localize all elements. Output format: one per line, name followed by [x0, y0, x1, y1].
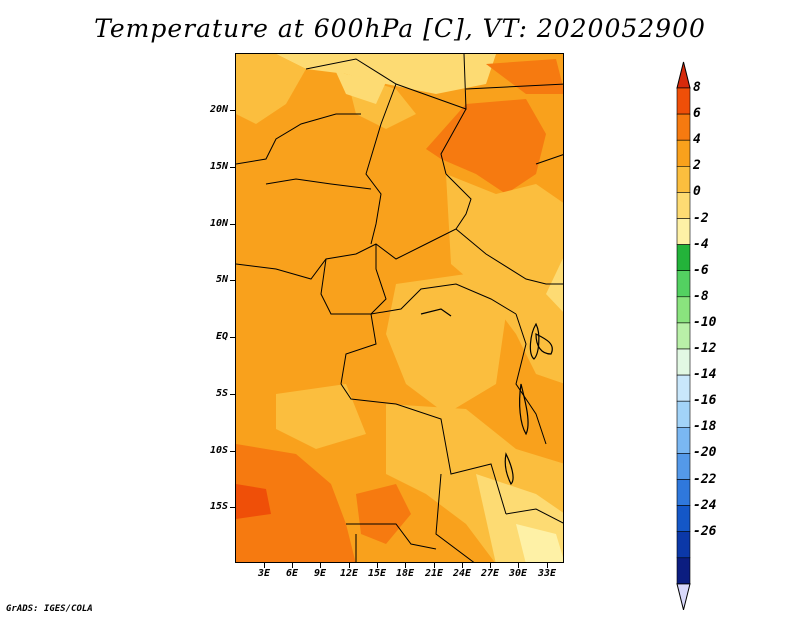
- lat-label-15s: 15S: [209, 501, 228, 512]
- colorbar-label: -10: [693, 314, 717, 330]
- colorbar-swatch: [676, 244, 691, 272]
- field-mild-east: [446, 174, 563, 384]
- lon-tick: [292, 563, 293, 568]
- colorbar-swatch: [676, 557, 691, 585]
- lakes: [420, 308, 553, 486]
- colorbar-swatch: [676, 479, 691, 506]
- lat-label-10n: 10N: [209, 218, 228, 229]
- lat-tick: [230, 110, 235, 111]
- colorbar-label: -16: [693, 393, 717, 409]
- colorbar-label: -18: [693, 419, 717, 435]
- colorbar-swatch: [676, 192, 691, 219]
- lon-label-9e: 9E: [313, 568, 327, 579]
- colorbar-label: 8: [693, 80, 701, 95]
- lon-tick: [490, 563, 491, 568]
- map-title: Temperature at 600hPa [C], VT: 202005290…: [94, 14, 706, 43]
- colorbar-label: -24: [693, 497, 717, 513]
- colorbar-swatch: [676, 87, 691, 115]
- lat-label-5n: 5N: [215, 274, 228, 285]
- temperature-map: [235, 53, 564, 563]
- lat-tick: [230, 337, 235, 338]
- field-hot-sw: [236, 484, 271, 519]
- lat-tick: [230, 451, 235, 452]
- colorbar-swatch: [676, 113, 691, 141]
- field-cool-patch-n: [336, 72, 386, 104]
- lon-label-3e: 3E: [257, 568, 271, 579]
- lon-tick: [405, 563, 406, 568]
- colorbar-label: -8: [693, 288, 709, 304]
- lon-tick: [264, 563, 265, 568]
- colorbar-swatch: [676, 218, 691, 245]
- colorbar-label: 4: [693, 132, 701, 148]
- lon-tick: [518, 563, 519, 568]
- colorbar-swatch: [676, 374, 691, 402]
- field-warm-ne: [426, 99, 546, 194]
- colorbar-swatch: [676, 453, 691, 480]
- lon-label-21e: 21E: [424, 568, 444, 579]
- colorbar-label: -2: [693, 210, 709, 226]
- colorbar-swatch: [676, 296, 691, 324]
- colorbar-swatch: [676, 166, 691, 193]
- colorbar-swatch: [676, 139, 691, 167]
- colorbar-swatch: [676, 270, 691, 298]
- lon-label-12e: 12E: [339, 568, 359, 579]
- lon-tick: [462, 563, 463, 568]
- map-field: [236, 54, 563, 562]
- lon-label-24e: 24E: [452, 568, 472, 579]
- lon-tick: [349, 563, 350, 568]
- credit-text: GrADS: IGES/COLA: [6, 604, 93, 614]
- colorbar-label: 0: [693, 184, 701, 200]
- lat-tick: [230, 280, 235, 281]
- lon-tick: [320, 563, 321, 568]
- lon-label-30e: 30E: [508, 568, 528, 579]
- colorbar-label: 2: [693, 158, 701, 174]
- field-mild-west: [276, 384, 366, 449]
- field-coolest-se: [516, 524, 563, 562]
- lon-label-33e: 33E: [537, 568, 557, 579]
- field-warm-sw: [236, 444, 356, 562]
- colorbar-swatch: [676, 505, 691, 533]
- lon-label-6e: 6E: [285, 568, 299, 579]
- colorbar-top-arrow: [676, 61, 691, 89]
- field-warm-s: [356, 484, 411, 544]
- colorbar-label: -20: [693, 445, 717, 461]
- colorbar-label: -6: [693, 262, 709, 278]
- lat-label-20n: 20N: [209, 104, 228, 115]
- lon-tick: [434, 563, 435, 568]
- colorbar-label: -12: [693, 341, 717, 356]
- field-mild-center: [386, 274, 506, 414]
- lat-tick: [230, 224, 235, 225]
- colorbar-label: -22: [693, 471, 717, 487]
- colorbar-bottom-arrow: [676, 583, 691, 611]
- colorbar-label: -14: [693, 367, 717, 383]
- lat-tick: [230, 167, 235, 168]
- colorbar-swatch: [676, 400, 691, 428]
- lon-tick: [547, 563, 548, 568]
- colorbar-swatch: [676, 426, 691, 454]
- colorbar-label: -4: [693, 236, 709, 252]
- lat-label-5s: 5S: [215, 388, 228, 399]
- lon-label-27e: 27E: [480, 568, 500, 579]
- colorbar-swatch: [676, 322, 691, 350]
- lat-tick: [230, 507, 235, 508]
- colorbar-label: 6: [693, 106, 701, 122]
- lat-label-eq: EQ: [215, 331, 228, 342]
- colorbar-label: -26: [693, 523, 717, 539]
- lon-tick: [377, 563, 378, 568]
- colorbar-swatch: [676, 348, 691, 376]
- lon-label-18e: 18E: [395, 568, 415, 579]
- country-borders: [236, 54, 563, 562]
- lat-label-10s: 10S: [209, 445, 228, 456]
- colorbar-swatch: [676, 531, 691, 559]
- lat-tick: [230, 394, 235, 395]
- field-mild-nw: [236, 54, 306, 124]
- lat-label-15n: 15N: [209, 161, 228, 172]
- lon-label-15e: 15E: [367, 568, 387, 579]
